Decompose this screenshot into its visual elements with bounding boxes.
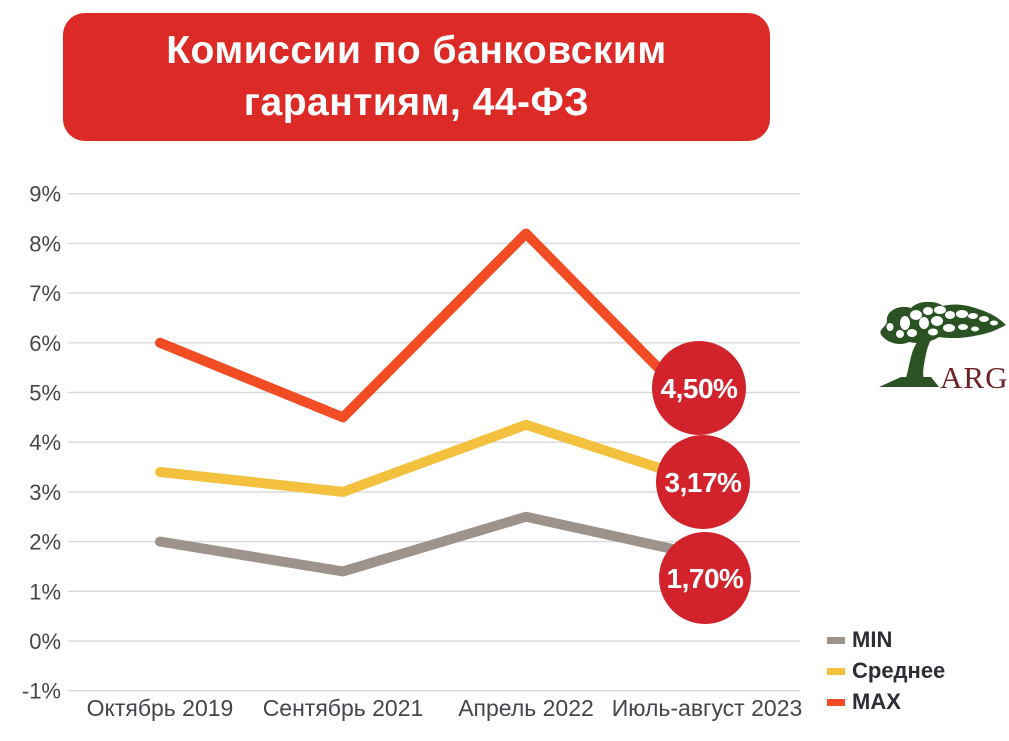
y-axis-label: 2% (29, 530, 61, 555)
data-label-value: 4,50% (661, 373, 738, 404)
data-label-value: 1,70% (667, 563, 744, 594)
y-axis-label: -1% (22, 679, 61, 704)
tree-icon (879, 302, 1006, 387)
x-axis-label: Апрель 2022 (458, 695, 594, 721)
data-label-circle (652, 341, 746, 435)
x-axis-label: Июль-август 2023 (612, 695, 803, 721)
y-axis-label: 9% (29, 182, 61, 207)
y-axis-label: 5% (29, 381, 61, 406)
y-axis-label: 6% (29, 331, 61, 356)
y-axis-label: 0% (29, 629, 61, 654)
legend-item-min: MIN (827, 627, 945, 652)
legend-swatch (827, 667, 845, 675)
title-banner: Комиссии по банковским гарантиям, 44-ФЗ (63, 13, 770, 141)
arg-logo: ARG (879, 302, 1008, 395)
data-label-circle (656, 435, 750, 529)
series-line-среднее (155, 419, 712, 497)
chart-title-line2: гарантиям, 44-ФЗ (243, 81, 590, 124)
data-label-value: 3,17% (665, 467, 742, 498)
legend-label: MAX (852, 689, 901, 714)
x-axis-label: Октябрь 2019 (87, 695, 234, 721)
series-line-min (155, 511, 712, 577)
chart-legend: MIN Среднее MAX (827, 627, 946, 722)
y-axis-label: 1% (29, 579, 61, 604)
legend-label: MIN (852, 627, 893, 652)
y-axis-label: 8% (29, 231, 61, 256)
y-axis-label: 3% (29, 480, 61, 505)
legend-swatch (827, 698, 845, 706)
data-label-circle (659, 532, 751, 624)
arg-logo-text: ARG (940, 360, 1008, 395)
legend-item-среднее: Среднее (827, 658, 946, 683)
legend-swatch (827, 636, 845, 644)
y-axis-label: 7% (29, 281, 61, 306)
series-line-max (155, 228, 712, 423)
legend-label: Среднее (852, 658, 946, 683)
chart-title-line1: Комиссии по банковским (166, 29, 667, 72)
y-axis-label: 4% (29, 430, 61, 455)
legend-item-max: MAX (827, 689, 945, 714)
x-axis-label: Сентябрь 2021 (263, 695, 424, 721)
